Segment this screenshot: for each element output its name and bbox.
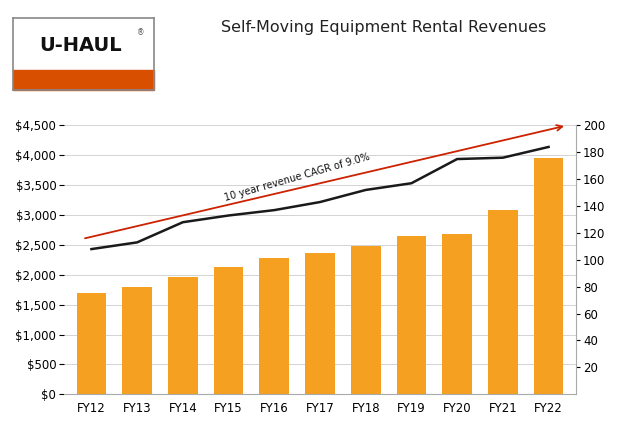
Bar	[305, 253, 335, 394]
Bar	[77, 293, 106, 394]
Bar	[397, 236, 426, 394]
Bar	[122, 287, 152, 394]
Text: U-HAUL: U-HAUL	[39, 36, 122, 55]
Bar	[13, 69, 154, 90]
Text: Self-Moving Equipment Rental Revenues: Self-Moving Equipment Rental Revenues	[221, 20, 547, 35]
Bar	[259, 258, 289, 394]
Bar	[351, 246, 381, 394]
Bar	[488, 210, 518, 394]
Bar	[442, 233, 472, 394]
Bar	[534, 158, 563, 394]
Text: ®: ®	[137, 28, 144, 37]
Text: 10 year revenue CAGR of 9.0%: 10 year revenue CAGR of 9.0%	[223, 152, 371, 203]
Bar	[168, 277, 198, 394]
Bar	[214, 267, 243, 394]
